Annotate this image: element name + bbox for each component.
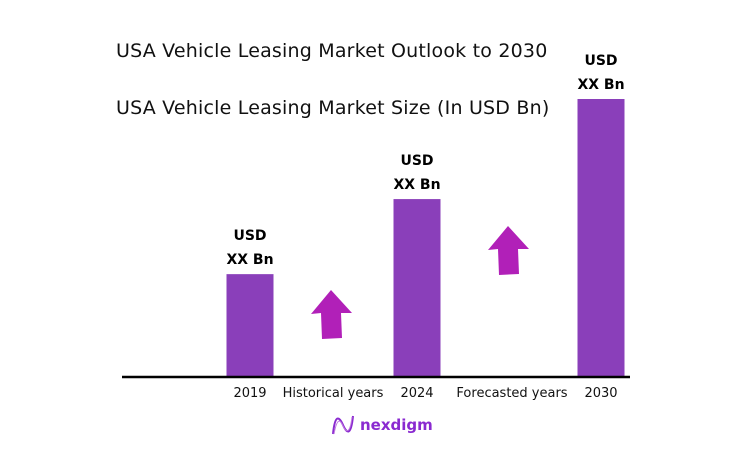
period-label-historical: Historical years	[282, 386, 384, 401]
data-label-line: USD	[233, 228, 267, 245]
logo-wave-icon	[332, 415, 354, 435]
growth-arrow-historical-icon	[311, 290, 352, 339]
nexdigm-logo: nexdigm	[330, 414, 433, 436]
data-label-line: USD	[400, 153, 434, 170]
data-label-line: XX Bn	[393, 177, 441, 194]
bar-2030	[577, 99, 625, 377]
chart-subtitle: USA Vehicle Leasing Market Size (In USD …	[116, 97, 550, 119]
bar-2024	[393, 199, 441, 377]
data-label-2019: USD XX Bn	[210, 224, 290, 272]
data-label-line: USD	[584, 53, 618, 69]
x-tick-label: 2019	[233, 386, 267, 401]
logo-text: nexdigm	[360, 416, 433, 434]
data-label-line: XX Bn	[577, 77, 625, 93]
data-label-line: XX Bn	[226, 252, 274, 269]
data-label-2030: USD XX Bn	[561, 49, 641, 97]
period-label-forecast: Forecasted years	[456, 386, 568, 401]
x-tick-label: 2024	[400, 386, 434, 401]
bar-2019	[226, 274, 274, 377]
data-label-2024: USD XX Bn	[377, 149, 457, 197]
x-tick-label: 2030	[584, 386, 618, 401]
chart-title: USA Vehicle Leasing Market Outlook to 20…	[116, 40, 548, 62]
growth-arrow-forecast-icon	[488, 226, 529, 275]
